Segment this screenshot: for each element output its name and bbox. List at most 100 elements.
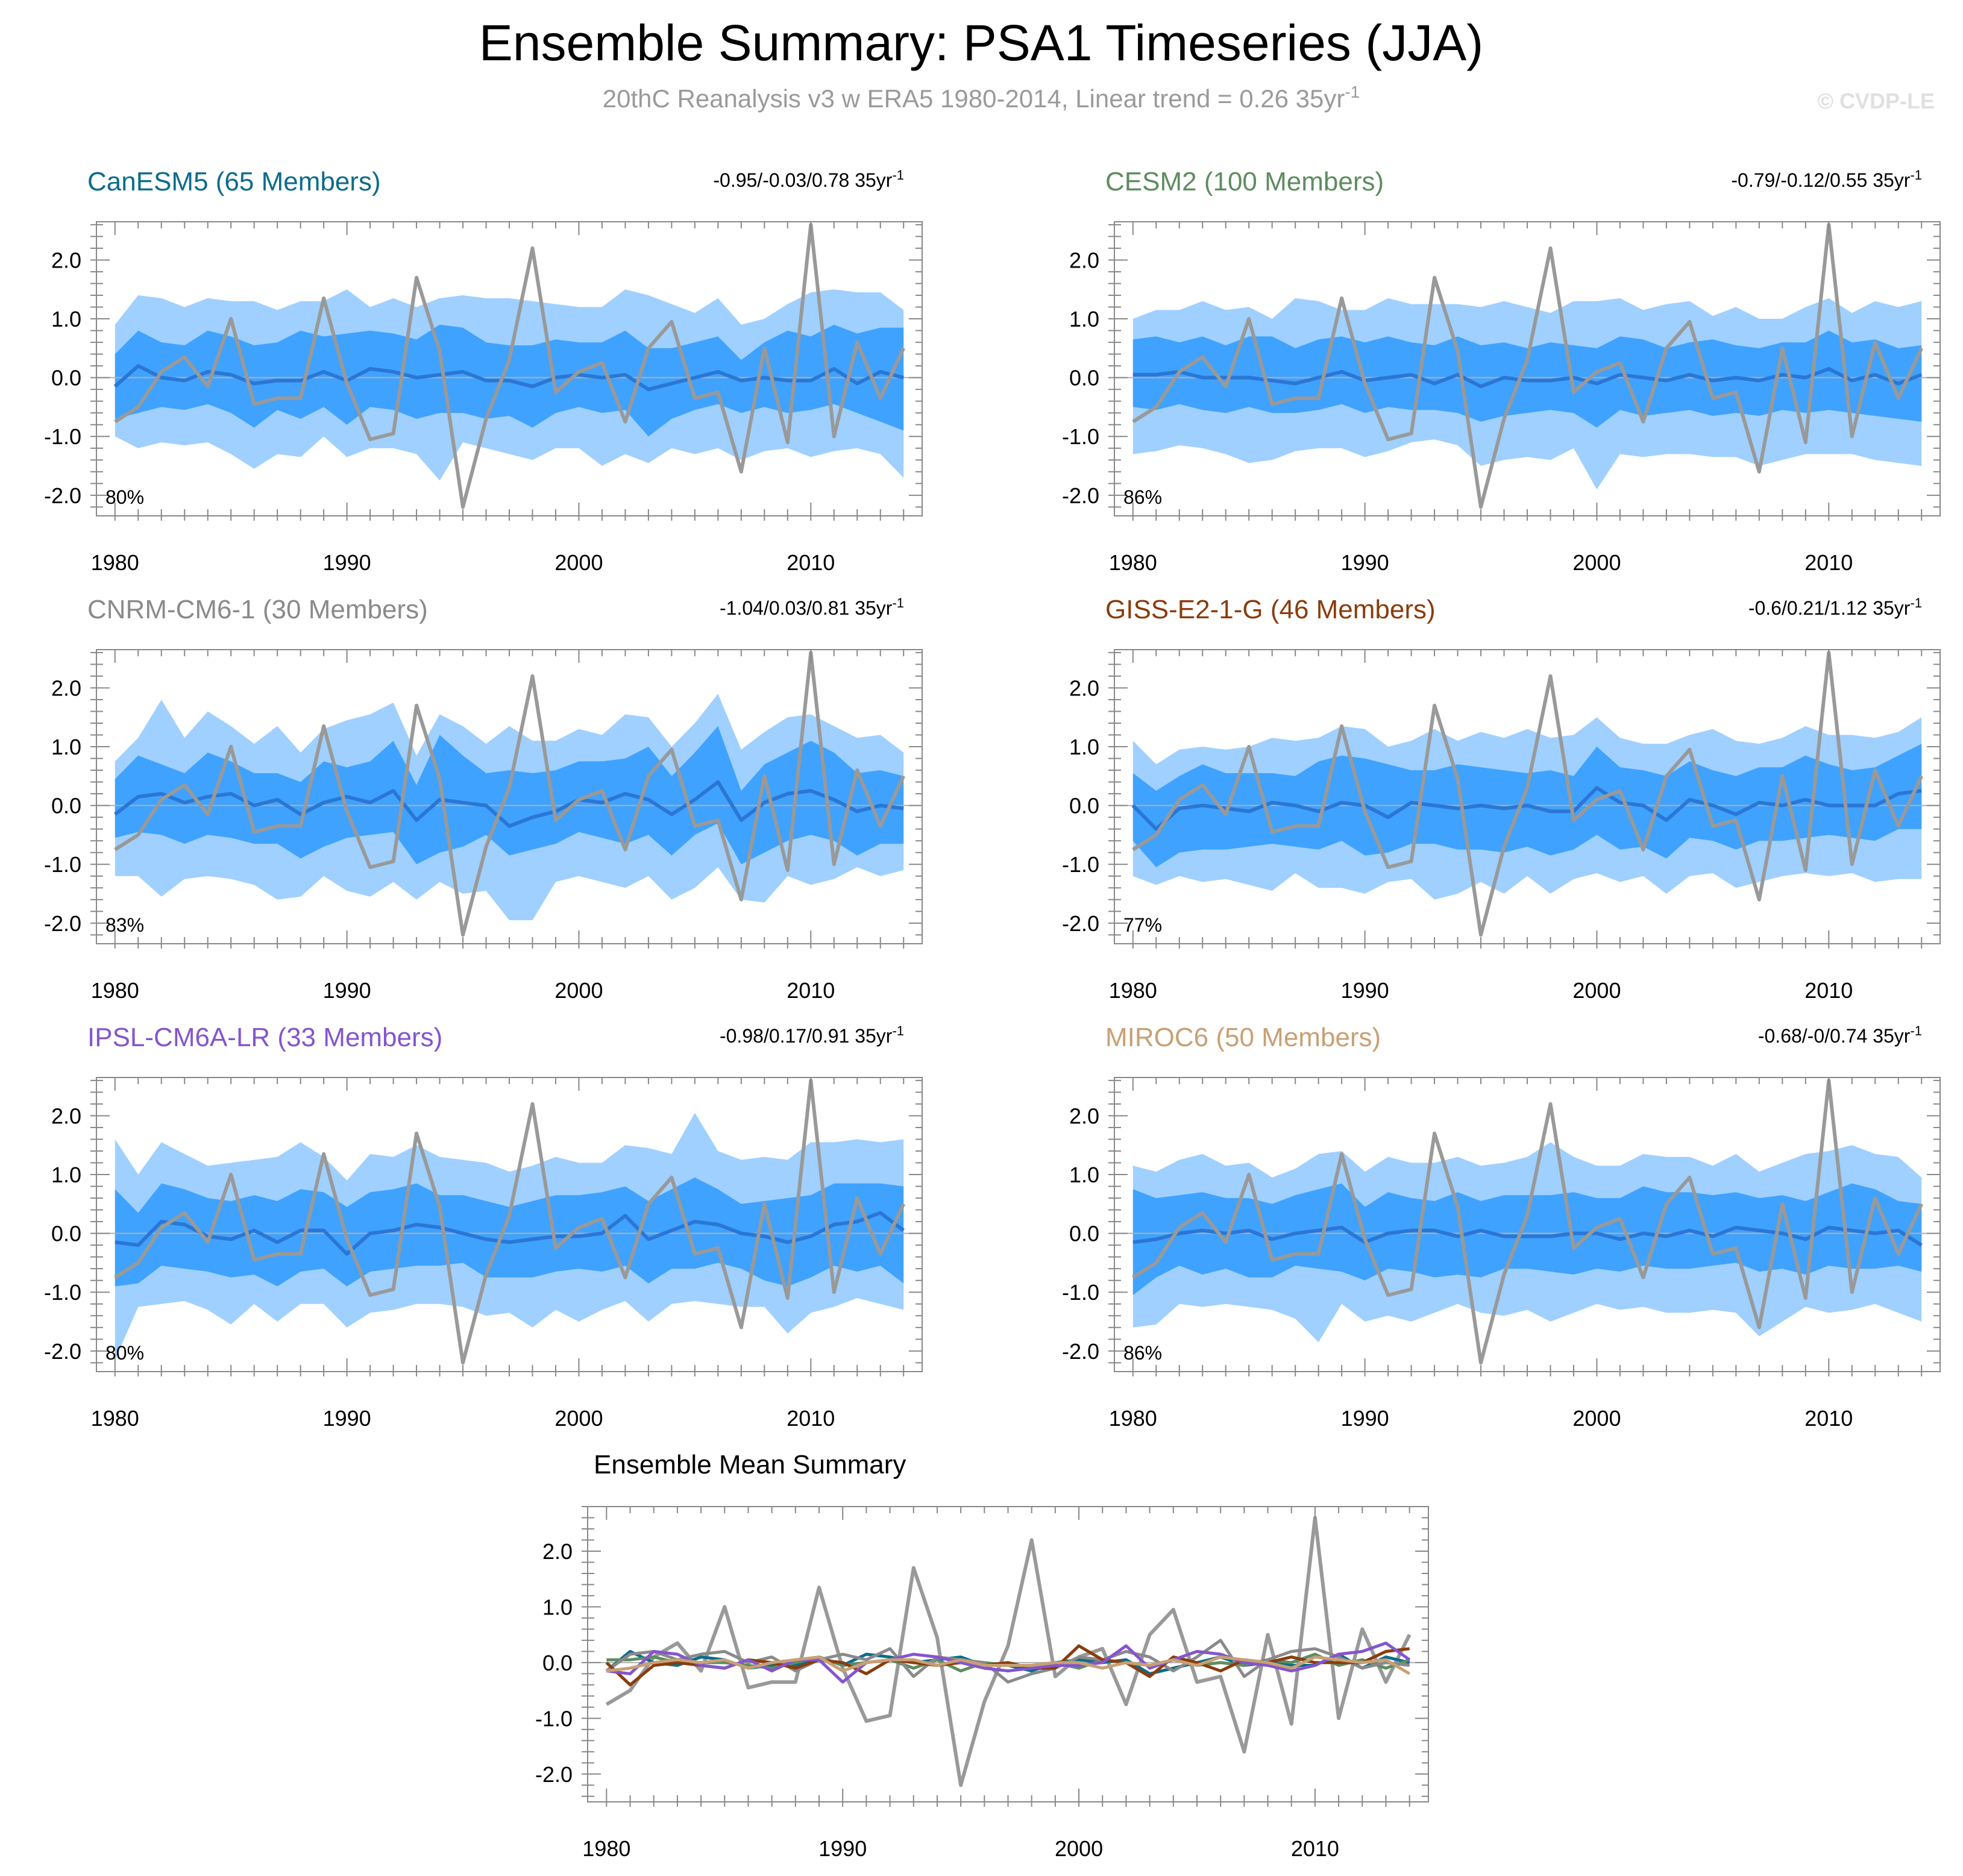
trend-label: -0.79/-0.12/0.55 35yr-1: [1731, 168, 1922, 191]
plot-frame: [1114, 649, 1941, 944]
trend-text: -0.6/0.21/1.12 35yr: [1748, 597, 1911, 619]
y-tick-label: 1.0: [51, 1162, 81, 1187]
x-tick-label: 1980: [91, 1406, 139, 1431]
y-tick-label: -2.0: [44, 1339, 81, 1364]
y-tick-label: -1.0: [44, 424, 81, 449]
y-tick-label: 0.0: [51, 366, 81, 391]
panel-title: MIROC6 (50 Members): [1105, 1023, 1381, 1052]
figure-subtitle: 20thC Reanalysis v3 w ERA5 1980-2014, Li…: [603, 83, 1360, 113]
y-tick-label: 1.0: [542, 1595, 573, 1619]
observed-line: [114, 222, 905, 509]
x-tick-label: 1990: [323, 550, 371, 575]
mean-line-miroc6: [606, 1655, 1410, 1675]
x-tick-label: 1990: [1341, 550, 1389, 575]
y-tick-label: 2.0: [1069, 248, 1099, 272]
panel-ipsl-cm6a-lr: 1980 1990 2000 2010 2.0 1.0 0.0 -1.0 -2.0 IPSL-CM…: [44, 1023, 923, 1431]
y-tick-label: -1.0: [1062, 1280, 1099, 1305]
y-tick-label: 1.0: [1069, 735, 1099, 759]
y-tick-label: -2.0: [1062, 911, 1099, 936]
x-tick-label: 1980: [91, 550, 139, 575]
percent-label: 86%: [1123, 486, 1162, 508]
x-tick-label: 2000: [554, 978, 603, 1003]
y-tick-label: 2.0: [542, 1539, 573, 1564]
x-tick-label: 1980: [1109, 978, 1157, 1003]
plot-frame: [1114, 1077, 1941, 1372]
x-tick-label: 1980: [91, 978, 139, 1003]
y-tick-label: 2.0: [51, 248, 81, 272]
trend-text: -1.04/0.03/0.81 35yr: [720, 597, 893, 619]
inner-spread-band: [115, 726, 904, 865]
trend-sup: -1: [1910, 168, 1922, 183]
trend-sup: -1: [1910, 1023, 1922, 1038]
x-tick-label: 2010: [787, 978, 835, 1003]
mean-line-cnrm-cm6-1: [605, 1639, 1410, 1684]
y-tick-label: -1.0: [1062, 424, 1099, 449]
y-tick-label: 2.0: [1069, 1103, 1099, 1128]
x-tick-label: 2000: [554, 1406, 603, 1431]
trend-label: -0.68/-0/0.74 35yr-1: [1758, 1023, 1922, 1047]
y-tick-label: -1.0: [44, 1280, 81, 1305]
y-tick-label: 1.0: [1069, 307, 1099, 331]
mean-line-ipsl-cm6a-lr: [606, 1642, 1411, 1684]
y-tick-label: -2.0: [535, 1762, 573, 1787]
y-tick-label: 0.0: [1069, 366, 1099, 391]
x-tick-label: 1990: [323, 1406, 371, 1431]
y-tick-label: 0.0: [51, 794, 81, 818]
watermark: © CVDP-LE: [1817, 89, 1935, 113]
y-tick-label: 1.0: [1069, 1162, 1099, 1187]
x-tick-label: 1990: [818, 1836, 867, 1861]
trend-sup: -1: [1910, 595, 1922, 610]
x-tick-label: 2010: [787, 550, 835, 575]
panel-title: IPSL-CM6A-LR (33 Members): [87, 1023, 442, 1052]
trend-sup: -1: [892, 1023, 904, 1038]
x-tick-label: 2000: [1055, 1836, 1103, 1861]
x-tick-label: 2010: [1804, 1406, 1853, 1431]
observed-line: [114, 1078, 905, 1365]
y-tick-label: 2.0: [51, 1103, 81, 1128]
panel-title: GISS-E2-1-G (46 Members): [1105, 595, 1436, 624]
panel-cesm2: 1980 1990 2000 2010 2.0 1.0 0.0 -1.0 -2.0 CESM2 (…: [1062, 167, 1941, 575]
trend-label: -1.04/0.03/0.81 35yr-1: [720, 595, 904, 619]
x-tick-label: 2000: [1572, 978, 1621, 1003]
panel-title: CanESM5 (65 Members): [87, 167, 381, 196]
observed-line: [1132, 650, 1923, 937]
plot-frame: [96, 1077, 923, 1372]
y-tick-label: 0.0: [51, 1222, 81, 1246]
trend-label: -0.95/-0.03/0.78 35yr-1: [713, 168, 904, 191]
y-tick-label: 1.0: [51, 307, 81, 331]
observed-line: [1132, 222, 1923, 509]
observed-line: [1132, 1078, 1923, 1365]
y-tick-label: 0.0: [542, 1651, 573, 1675]
trend-text: -0.98/0.17/0.91 35yr: [720, 1025, 893, 1047]
x-tick-label: 1980: [582, 1836, 630, 1861]
subtitle-sup: -1: [1345, 83, 1360, 101]
figure-title: Ensemble Summary: PSA1 Timeseries (JJA): [479, 14, 1483, 71]
ensemble-mean-summary: 1980 1990 2000 2010 2.0 1.0 0.0 -1.0 -2.0 Ensembl…: [535, 1450, 1429, 1861]
x-tick-label: 1990: [1341, 978, 1389, 1003]
x-tick-label: 2000: [1572, 550, 1621, 575]
x-tick-label: 2010: [1804, 550, 1853, 575]
panel-miroc6: 1980 1990 2000 2010 2.0 1.0 0.0 -1.0 -2.0 MIROC6 …: [1062, 1023, 1941, 1431]
panel-canesm5: 1980 1990 2000 2010 2.0 1.0 0.0 -1.0 -2.0 CanESM5…: [44, 167, 923, 575]
percent-label: 80%: [105, 486, 144, 508]
trend-text: -0.79/-0.12/0.55 35yr: [1731, 169, 1910, 191]
trend-text: -0.68/-0/0.74 35yr: [1758, 1025, 1911, 1047]
y-tick-label: 0.0: [1069, 794, 1099, 818]
y-tick-label: 0.0: [1069, 1222, 1099, 1246]
trend-label: -0.98/0.17/0.91 35yr-1: [720, 1023, 904, 1047]
x-tick-label: 2010: [1804, 978, 1853, 1003]
x-tick-label: 2010: [1291, 1836, 1339, 1861]
trend-sup: -1: [892, 595, 904, 610]
panel-giss-e2-1-g: 1980 1990 2000 2010 2.0 1.0 0.0 -1.0 -2.0 GISS-E2…: [1062, 595, 1941, 1003]
y-tick-label: -2.0: [1062, 1339, 1099, 1364]
panels: 1980 1990 2000 2010 2.0 1.0 0.0 -1.0 -2.0 CanESM5…: [44, 167, 1941, 1431]
panel-title: CNRM-CM6-1 (30 Members): [87, 595, 428, 624]
y-tick-label: -2.0: [44, 483, 81, 508]
trend-text: -0.95/-0.03/0.78 35yr: [713, 169, 892, 191]
trend-sup: -1: [892, 168, 904, 183]
plot-frame: [587, 1506, 1429, 1802]
y-tick-label: -2.0: [1062, 483, 1099, 508]
percent-label: 86%: [1123, 1342, 1162, 1364]
trend-label: -0.6/0.21/1.12 35yr-1: [1748, 595, 1922, 619]
x-tick-label: 1980: [1109, 1406, 1157, 1431]
